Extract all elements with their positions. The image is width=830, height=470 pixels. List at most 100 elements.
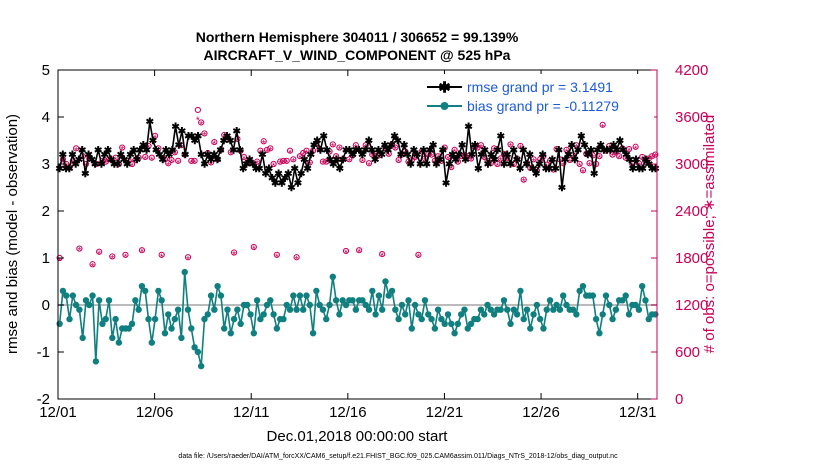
rmse-point: ✱ bbox=[191, 136, 200, 147]
rmse-point: ✱ bbox=[361, 145, 370, 156]
obs-assimilated-marker: * bbox=[137, 155, 141, 166]
footnote-data-file: data file: /Users/raeder/DAI/ATM_forcXX/… bbox=[178, 453, 618, 460]
rmse-point: ✱ bbox=[629, 164, 638, 175]
bias-point bbox=[388, 287, 396, 295]
rmse-point: ✱ bbox=[513, 155, 522, 166]
obs-assimilated-marker: * bbox=[209, 160, 213, 171]
obs-possible-marker bbox=[254, 158, 261, 165]
bias-point bbox=[214, 283, 221, 290]
rmse-point: ✱ bbox=[545, 164, 554, 175]
bias-point bbox=[454, 320, 462, 327]
x-tick-label: 12/16 bbox=[329, 404, 367, 421]
obs-possible-marker bbox=[454, 158, 461, 165]
rmse-point: ✱ bbox=[291, 164, 300, 175]
obs-assimilated-marker: * bbox=[525, 161, 529, 172]
obs-assimilated-marker: * bbox=[255, 159, 259, 170]
obs-assimilated-marker: * bbox=[614, 150, 618, 161]
obs-assimilated-marker: * bbox=[370, 152, 374, 163]
rmse-point: ✱ bbox=[207, 155, 216, 166]
obs-possible-marker bbox=[566, 156, 573, 164]
bias-point bbox=[263, 301, 271, 309]
obs-possible-marker bbox=[365, 160, 373, 167]
bias-point bbox=[250, 330, 258, 337]
obs-assimilated-marker: * bbox=[291, 157, 295, 168]
obs-assimilated-marker: * bbox=[650, 154, 654, 165]
bias-point bbox=[260, 311, 267, 318]
obs-possible-marker bbox=[257, 147, 264, 154]
rmse-point: ✱ bbox=[442, 178, 451, 189]
rmse-point: ✱ bbox=[468, 150, 477, 161]
obs-possible-marker bbox=[128, 160, 136, 168]
obs-count-layer: ** * ****** ***** * ******* * * ********* * ******… bbox=[56, 106, 659, 273]
y-axis-left-ticks: -2 -1 0 1 2 3 4 5 bbox=[37, 62, 64, 408]
obs-assimilated-marker: * bbox=[219, 147, 223, 158]
obs-assimilated-marker: * bbox=[640, 155, 644, 166]
rmse-point: ✱ bbox=[55, 164, 64, 175]
obs-assimilated-marker: * bbox=[377, 153, 381, 164]
bias-point bbox=[540, 325, 547, 332]
obs-possible-marker bbox=[543, 161, 550, 168]
obs-possible-marker bbox=[477, 142, 485, 149]
obs-assimilated-marker: * bbox=[288, 148, 292, 159]
obs-possible-marker bbox=[319, 158, 327, 165]
obs-possible-marker bbox=[96, 248, 103, 255]
rmse-point: ✱ bbox=[226, 136, 235, 147]
obs-assimilated-marker: * bbox=[258, 148, 262, 159]
obs-assimilated-marker: * bbox=[74, 146, 78, 157]
bias-point bbox=[132, 297, 139, 304]
rmse-point: ✱ bbox=[65, 164, 74, 175]
bias-series-layer bbox=[56, 268, 659, 370]
obs-assimilated-marker: * bbox=[193, 158, 197, 169]
rmse-point: ✱ bbox=[490, 155, 499, 166]
rmse-point: ✱ bbox=[117, 150, 126, 161]
obs-assimilated-marker: * bbox=[384, 146, 388, 157]
bias-point bbox=[487, 306, 494, 313]
rmse-point: ✱ bbox=[181, 150, 190, 161]
legend-box bbox=[424, 74, 654, 118]
obs-assimilated-marker: * bbox=[479, 143, 483, 154]
rmse-point: ✱ bbox=[175, 141, 184, 152]
rmse-point: ✱ bbox=[419, 145, 428, 156]
obs-assimilated-marker: * bbox=[305, 148, 309, 159]
obs-possible-marker bbox=[230, 249, 238, 256]
obs-assimilated-marker: * bbox=[495, 162, 499, 173]
rmse-point: ✱ bbox=[220, 136, 229, 147]
obs-possible-marker bbox=[395, 156, 402, 164]
obs-assimilated-marker: * bbox=[235, 137, 239, 148]
obs-possible-marker bbox=[76, 245, 83, 252]
obs-assimilated-marker: * bbox=[196, 115, 200, 126]
obs-possible-marker bbox=[168, 156, 175, 164]
obs-assimilated-marker: * bbox=[469, 156, 473, 167]
rmse-point: ✱ bbox=[342, 145, 351, 156]
obs-possible-marker bbox=[260, 138, 267, 145]
bias-point bbox=[270, 311, 277, 318]
obs-assimilated-marker: * bbox=[518, 144, 522, 155]
rmse-point: ✱ bbox=[387, 141, 396, 152]
obs-possible-marker bbox=[379, 250, 386, 258]
obs-possible-marker bbox=[323, 158, 330, 165]
bias-point bbox=[372, 311, 379, 318]
obs-assimilated-marker: * bbox=[242, 155, 246, 166]
obs-possible-marker bbox=[244, 159, 251, 166]
bias-point bbox=[105, 297, 113, 304]
bias-point bbox=[336, 311, 343, 318]
obs-assimilated-marker: * bbox=[186, 255, 190, 266]
obs-possible-marker bbox=[494, 160, 501, 168]
bias-point bbox=[500, 297, 508, 304]
bias-point bbox=[211, 306, 218, 313]
rmse-point: ✱ bbox=[500, 160, 509, 171]
rmse-point: ✱ bbox=[213, 155, 222, 166]
bias-point bbox=[342, 301, 350, 309]
bias-point bbox=[576, 287, 583, 295]
obs-assimilated-marker: * bbox=[644, 159, 648, 170]
bias-point bbox=[606, 301, 613, 309]
bias-point bbox=[444, 311, 452, 318]
rmse-point: ✱ bbox=[281, 174, 290, 185]
obs-possible-marker bbox=[329, 141, 336, 148]
obs-assimilated-marker: * bbox=[433, 158, 437, 169]
bias-point bbox=[112, 315, 119, 323]
rmse-point: ✱ bbox=[158, 155, 167, 166]
bias-point bbox=[457, 311, 465, 318]
obs-assimilated-marker: * bbox=[627, 147, 631, 158]
rmse-point: ✱ bbox=[165, 150, 174, 161]
